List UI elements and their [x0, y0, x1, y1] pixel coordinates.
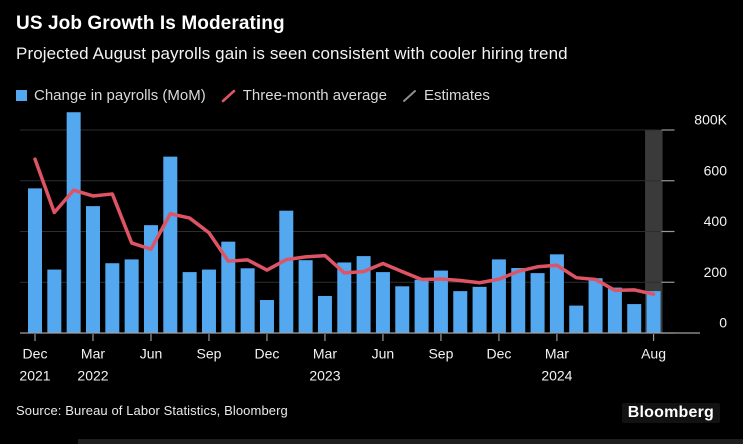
- bloomberg-logo: Bloomberg: [621, 403, 720, 423]
- x-axis-month-label: Mar: [545, 346, 569, 362]
- estimates-slash-icon: [402, 89, 416, 102]
- payroll-bar: [472, 286, 487, 333]
- payroll-bar: [124, 259, 139, 333]
- x-axis-month-label: Jun: [140, 346, 163, 362]
- legend-item-payrolls: Change in payrolls (MoM): [16, 87, 206, 104]
- three-month-average-slash-icon: [221, 89, 236, 102]
- three-month-average-line: [33, 157, 656, 296]
- payroll-bar: [279, 210, 294, 333]
- payroll-bar: [588, 278, 603, 333]
- payroll-bar: [143, 225, 158, 333]
- x-axis-month-label: Dec: [255, 346, 280, 362]
- legend-label-estimates: Estimates: [423, 87, 490, 104]
- payroll-bar: [317, 295, 332, 333]
- x-axis-month-label: Sep: [428, 346, 453, 362]
- payroll-bar: [66, 112, 81, 333]
- y-axis-label: 400: [704, 213, 728, 229]
- chart-subtitle: Projected August payrolls gain is seen c…: [16, 44, 568, 63]
- x-axis-year-label: 2023: [309, 368, 340, 384]
- payroll-bar: [491, 259, 506, 333]
- payroll-bar: [240, 268, 255, 333]
- y-axis-label: 800K: [694, 112, 727, 128]
- page-title: US Job Growth Is Moderating: [16, 13, 285, 34]
- payroll-bar: [221, 241, 236, 333]
- x-axis-month-label: Aug: [641, 346, 666, 362]
- payroll-bar: [453, 291, 468, 333]
- legend-item-estimates: Estimates: [402, 87, 490, 104]
- legend-label-payrolls: Change in payrolls (MoM): [34, 87, 206, 104]
- payroll-bar: [105, 263, 120, 333]
- x-axis-month-label: Mar: [313, 346, 337, 362]
- payroll-bar: [607, 287, 622, 333]
- x-axis-month-label: Jun: [372, 346, 395, 362]
- payroll-bar: [163, 156, 178, 333]
- x-axis-month-label: Dec: [486, 346, 511, 362]
- x-axis-month-label: Sep: [197, 346, 222, 362]
- payroll-bar: [47, 269, 62, 333]
- payroll-bar: [28, 188, 42, 333]
- source-note: Source: Bureau of Labor Statistics, Bloo…: [16, 403, 288, 418]
- payroll-bar: [646, 291, 661, 333]
- chart-footer: Source: Bureau of Labor Statistics, Bloo…: [16, 403, 720, 423]
- payroll-bar: [627, 304, 642, 333]
- x-axis-month-label: Dec: [23, 346, 48, 362]
- bottom-progress-strip: [78, 439, 743, 444]
- legend-item-three-month-average: Three-month average: [221, 87, 387, 104]
- chart-header: US Job Growth Is Moderating Projected Au…: [16, 13, 733, 64]
- x-axis-year-label: 2022: [77, 368, 108, 384]
- payroll-bar: [337, 262, 352, 333]
- x-axis-year-label: 2021: [19, 368, 50, 384]
- payroll-bar: [530, 273, 545, 333]
- payroll-bar: [414, 279, 429, 333]
- payroll-bar: [182, 272, 197, 333]
- chart-legend: Change in payrolls (MoM) Three-month ave…: [16, 87, 490, 104]
- payroll-bar: [549, 254, 564, 333]
- y-axis-label: 200: [704, 264, 728, 280]
- y-axis-label: 600: [704, 162, 728, 178]
- y-axis-label: 0: [719, 315, 727, 331]
- payroll-bar: [85, 206, 100, 333]
- payrolls-swatch-icon: [16, 90, 27, 101]
- payroll-bar: [569, 305, 584, 333]
- payroll-bar: [395, 286, 410, 333]
- payroll-bar: [201, 269, 216, 333]
- payroll-bar: [259, 300, 274, 333]
- payroll-bar: [375, 272, 390, 333]
- payroll-bar: [298, 260, 313, 333]
- payroll-bar: [433, 270, 448, 333]
- x-axis-year-label: 2024: [541, 368, 572, 384]
- legend-label-three-month-average: Three-month average: [242, 87, 387, 104]
- payroll-bar: [356, 256, 371, 333]
- payroll-bar: [511, 268, 526, 333]
- x-axis-month-label: Mar: [81, 346, 105, 362]
